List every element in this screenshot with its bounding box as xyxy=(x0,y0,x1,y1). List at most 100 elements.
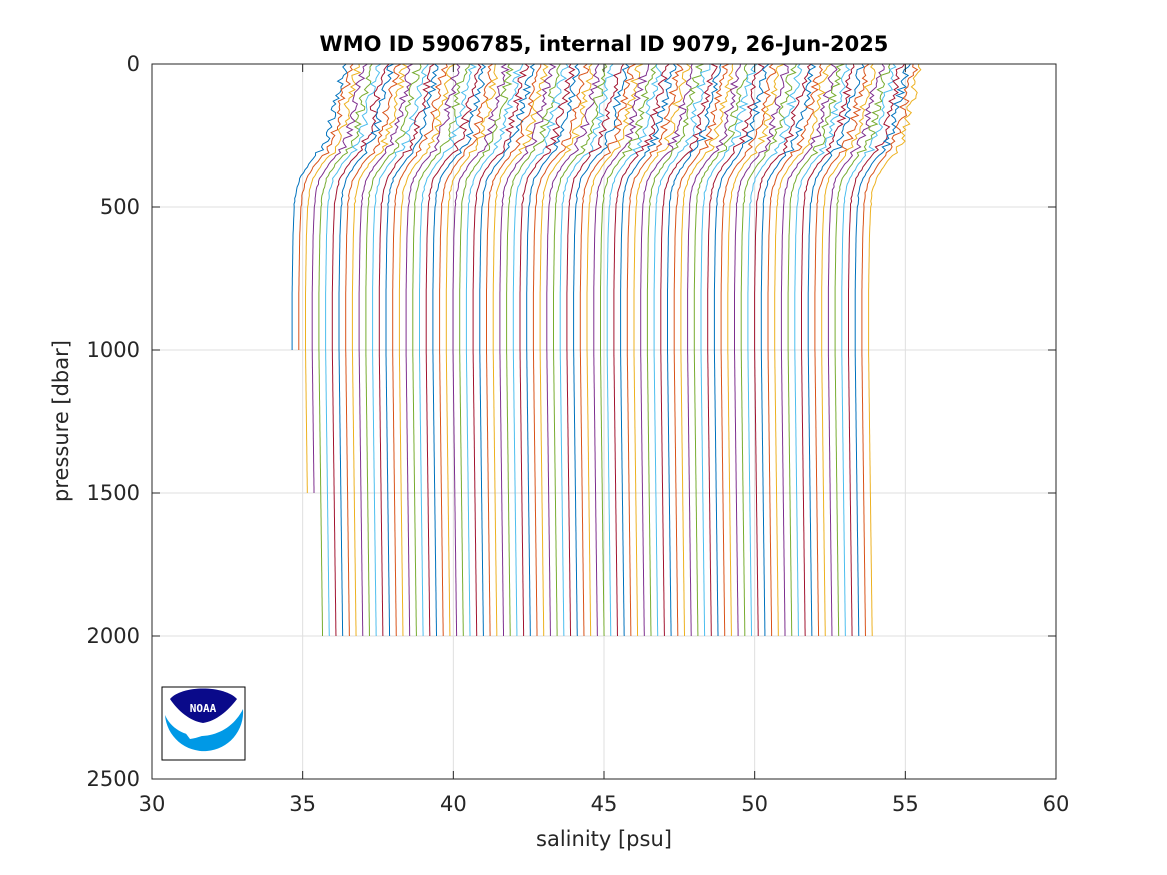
salinity-profile-line xyxy=(559,63,615,637)
salinity-profile-line xyxy=(479,63,536,636)
salinity-profile-line xyxy=(573,63,630,637)
salinity-profile-line xyxy=(291,63,348,350)
noaa-logo: NOAA xyxy=(161,686,246,761)
salinity-profile-line xyxy=(693,63,749,636)
salinity-profile-line xyxy=(613,63,670,637)
salinity-profile-line xyxy=(814,63,870,637)
salinity-profile-line xyxy=(486,63,542,636)
salinity-profile-line xyxy=(305,63,362,493)
x-tick-label: 50 xyxy=(741,792,768,816)
salinity-profile-line xyxy=(351,63,409,637)
salinity-profile-line xyxy=(606,63,662,637)
salinity-profile-line xyxy=(841,63,897,637)
salinity-profile-line xyxy=(780,63,838,636)
y-tick-label: 500 xyxy=(100,195,140,219)
salinity-profile-line xyxy=(620,63,677,637)
salinity-profile-line xyxy=(600,63,658,637)
salinity-profile-line xyxy=(419,63,477,636)
x-tick-label: 45 xyxy=(591,792,618,816)
salinity-profile-line xyxy=(553,63,608,636)
salinity-profile-line xyxy=(801,63,855,637)
salinity-profile-line xyxy=(827,63,885,637)
salinity-profile-line xyxy=(566,63,625,637)
salinity-profile-line xyxy=(747,63,803,636)
salinity-profile-line xyxy=(465,63,524,636)
logo-text: NOAA xyxy=(190,702,217,715)
salinity-profile-line xyxy=(660,63,718,636)
x-tick-label: 60 xyxy=(1043,792,1070,816)
x-tick-label: 40 xyxy=(440,792,467,816)
salinity-profile-line xyxy=(546,63,600,636)
salinity-profile-line xyxy=(868,64,922,636)
salinity-profile-line xyxy=(311,63,368,493)
salinity-profile-line xyxy=(499,63,557,636)
salinity-profile-line xyxy=(720,63,777,636)
salinity-profile-line xyxy=(626,63,684,637)
salinity-profile-line xyxy=(325,63,382,637)
salinity-profile-line xyxy=(633,63,691,637)
salinity-profile-line xyxy=(526,63,580,636)
salinity-profile-line xyxy=(807,63,865,637)
logo-white-wave xyxy=(184,713,228,739)
salinity-profile-line xyxy=(740,63,797,636)
salinity-profile-line xyxy=(331,63,390,637)
salinity-profile-line xyxy=(445,63,499,636)
axis-ticks xyxy=(151,63,1057,780)
salinity-profile-line xyxy=(861,63,919,637)
salinity-profile-line xyxy=(492,63,549,636)
logo-upper-wing xyxy=(170,688,237,723)
salinity-profile-line xyxy=(680,63,734,636)
salinity-profile-line xyxy=(452,63,510,636)
salinity-profile-line xyxy=(687,63,741,636)
salinity-profile-line xyxy=(854,63,911,637)
salinity-profile-line xyxy=(848,63,905,637)
salinity-profile-line xyxy=(532,63,590,636)
salinity-profile-line xyxy=(385,63,439,637)
y-tick-label: 2500 xyxy=(87,767,140,791)
salinity-profile-line xyxy=(734,63,789,636)
y-tick-label: 1000 xyxy=(87,338,140,362)
chart-title: WMO ID 5906785, internal ID 9079, 26-Jun… xyxy=(320,32,889,56)
grid-lines xyxy=(152,64,1056,779)
salinity-profile-line xyxy=(834,63,891,637)
y-tick-label: 2000 xyxy=(87,624,140,648)
salinity-profile-line xyxy=(646,63,704,636)
salinity-profile-line xyxy=(378,63,435,637)
salinity-profile-line xyxy=(727,63,785,636)
salinity-profile-line xyxy=(640,63,693,636)
salinity-profile-line xyxy=(586,63,644,637)
salinity-profile-line xyxy=(338,63,394,637)
y-tick-labels: 0 500 1000 1500 2000 2500 xyxy=(87,52,140,791)
y-tick-label: 1500 xyxy=(87,481,140,505)
salinity-profile-line xyxy=(579,63,637,637)
salinity-profile-line xyxy=(774,63,832,636)
salinity-profile-line xyxy=(398,63,456,637)
x-tick-label: 55 xyxy=(892,792,919,816)
salinity-profile-line xyxy=(519,63,576,636)
salinity-profile-line xyxy=(358,63,413,637)
salinity-profile-line xyxy=(713,63,770,636)
salinity-profile-line xyxy=(392,63,448,637)
salinity-profile-line xyxy=(760,63,817,636)
salinity-profile-line xyxy=(667,63,722,636)
salinity-profile-line xyxy=(459,63,514,636)
salinity-profile-line xyxy=(425,63,482,636)
salinity-profile-line xyxy=(707,63,765,636)
salinity-profile-line xyxy=(821,63,876,637)
salinity-profile-line xyxy=(673,63,730,636)
x-tick-labels: 30 35 40 45 50 55 60 xyxy=(139,792,1070,816)
y-axis-label: pressure [dbar] xyxy=(49,340,73,502)
profile-lines xyxy=(291,63,922,637)
salinity-profile-line xyxy=(432,63,487,636)
x-axis-label: salinity [psu] xyxy=(536,827,672,851)
x-tick-label: 30 xyxy=(139,792,166,816)
salinity-profile-line xyxy=(365,63,422,637)
salinity-profile-line xyxy=(539,63,594,636)
salinity-profile-line xyxy=(298,63,354,350)
logo-lower-swoosh xyxy=(165,709,244,752)
salinity-profile-line xyxy=(794,63,851,637)
salinity-profile-line xyxy=(593,63,650,637)
salinity-profile-line xyxy=(345,63,402,637)
y-tick-label: 0 xyxy=(127,52,140,76)
